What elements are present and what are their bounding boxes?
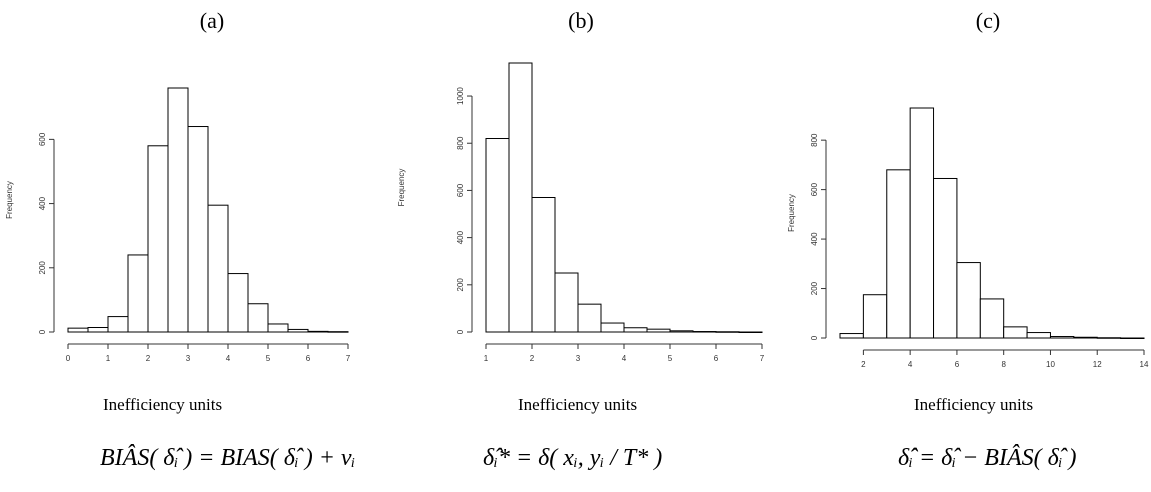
- x-tick-label: 1: [106, 354, 111, 363]
- histogram-bar: [577, 303, 602, 333]
- histogram-bar: [327, 331, 349, 333]
- y-tick-label: 400: [38, 196, 47, 210]
- histogram-bar: [1073, 336, 1098, 339]
- histogram-bar: [669, 330, 694, 333]
- histogram-bar: [287, 328, 309, 333]
- histogram-bar: [956, 262, 981, 339]
- y-axis-label: Frequency: [397, 169, 406, 207]
- x-tick-label: 8: [1001, 360, 1006, 369]
- histogram-bar: [1026, 332, 1051, 339]
- y-tick-label: 600: [38, 132, 47, 146]
- y-tick-label: 1000: [456, 87, 465, 105]
- panel-label-a: (a): [199, 8, 225, 33]
- x-tick-label: 10: [1046, 360, 1055, 369]
- histogram-bar: [979, 298, 1005, 339]
- x-tick-label: 7: [760, 354, 765, 363]
- histogram-bar: [1049, 336, 1075, 339]
- histogram-bar: [646, 328, 671, 333]
- formula-c: δ̂̂ᵢ = δ̂ᵢ − BIÂS( δ̂ᵢ ): [898, 445, 1077, 471]
- x-tick-label: 3: [186, 354, 191, 363]
- histogram-bar: [107, 316, 129, 333]
- y-tick-label: 800: [456, 136, 465, 150]
- histogram-bar: [738, 331, 763, 333]
- x-tick-label: 6: [714, 354, 719, 363]
- x-tick-label: 5: [668, 354, 673, 363]
- y-tick-label: 600: [456, 183, 465, 197]
- y-axis-label: Frequency: [5, 181, 14, 219]
- histogram-bar: [554, 272, 579, 333]
- histogram-bar: [1003, 326, 1028, 339]
- histogram-bar: [87, 327, 109, 333]
- histogram-bar: [267, 323, 289, 333]
- y-tick-label: 0: [38, 329, 47, 334]
- histogram-bar: [247, 303, 269, 333]
- x-tick-label: 1: [484, 354, 489, 363]
- y-tick-label: 0: [456, 329, 465, 334]
- x-tick-label: 3: [576, 354, 581, 363]
- x-tick-label: 2: [530, 354, 535, 363]
- y-axis-label: Frequency: [787, 194, 796, 232]
- histogram-bar: [715, 331, 740, 333]
- y-tick-label: 0: [810, 335, 819, 340]
- histogram-bar: [692, 331, 717, 333]
- histogram-bar: [187, 126, 209, 333]
- x-tick-label: 4: [622, 354, 627, 363]
- x-axis-caption-c: Inefficiency units: [914, 395, 1034, 414]
- histogram-bar: [933, 177, 958, 339]
- x-tick-label: 7: [346, 354, 351, 363]
- histogram-bar: [147, 145, 169, 333]
- histogram-bar: [600, 322, 625, 333]
- x-tick-label: 5: [266, 354, 271, 363]
- y-tick-label: 200: [38, 261, 47, 275]
- x-tick-label: 12: [1093, 360, 1102, 369]
- formula-a: BIÂS( δ̂ᵢ ) = BIAS( δ̂ᵢ ) + vᵢ: [100, 445, 356, 471]
- histogram-bar: [207, 204, 229, 333]
- x-axis-caption-a: Inefficiency units: [103, 395, 223, 414]
- y-tick-label: 200: [456, 278, 465, 292]
- x-tick-label: 0: [66, 354, 71, 363]
- histogram-bar: [623, 327, 648, 333]
- histogram-c: 2 4 6 8 10 12 14 0 200 400 600 800 Frequency: [787, 107, 1149, 369]
- x-tick-label: 2: [146, 354, 151, 363]
- y-tick-label: 400: [810, 232, 819, 246]
- histogram-a: 0 1 2 3 4 5 6 7 0 200 400 600 Frequency: [5, 87, 351, 363]
- x-tick-label: 14: [1140, 360, 1149, 369]
- histogram-bar: [167, 87, 189, 333]
- histogram-bar: [67, 327, 89, 333]
- histogram-bar: [1120, 337, 1145, 339]
- histogram-bar: [485, 138, 510, 333]
- histogram-bar: [127, 254, 149, 333]
- y-tick-label: 400: [456, 230, 465, 244]
- formula-b: δ̂ᵢ* = δ( xᵢ, yᵢ / T* ): [483, 445, 663, 471]
- x-tick-label: 4: [908, 360, 913, 369]
- x-tick-label: 6: [955, 360, 960, 369]
- histogram-bar: [227, 273, 249, 333]
- histogram-b: 1 2 3 4 5 6 7 0 200 400 600 800 1000 Frequency: [397, 62, 765, 363]
- histogram-bar: [307, 330, 329, 333]
- histogram-bar: [909, 107, 935, 339]
- y-tick-label: 800: [810, 133, 819, 147]
- histogram-bar: [839, 333, 864, 339]
- y-tick-label: 200: [810, 281, 819, 295]
- histogram-bar: [531, 197, 556, 333]
- x-tick-label: 2: [861, 360, 866, 369]
- x-tick-label: 4: [226, 354, 231, 363]
- panel-label-b: (b): [568, 8, 594, 33]
- x-axis-caption-b: Inefficiency units: [518, 395, 638, 414]
- panel-label-c: (c): [975, 8, 1001, 33]
- histogram-bar: [886, 169, 911, 339]
- y-tick-label: 600: [810, 182, 819, 196]
- histogram-bar: [862, 294, 888, 339]
- histogram-bar: [1096, 337, 1122, 339]
- x-tick-label: 6: [306, 354, 311, 363]
- histogram-bar: [508, 62, 533, 333]
